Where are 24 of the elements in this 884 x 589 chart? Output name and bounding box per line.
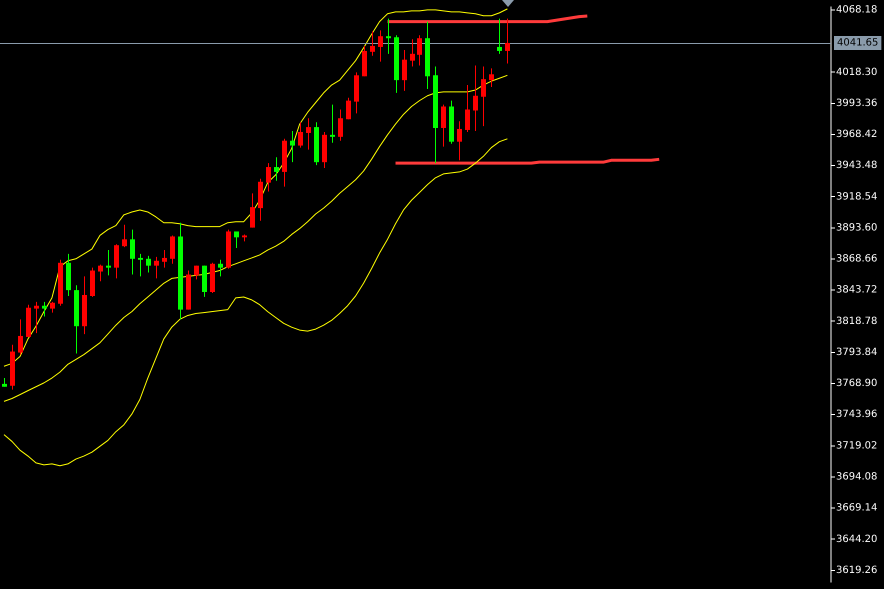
candlestick (106, 250, 111, 276)
y-tick-label: 3993.36 (836, 98, 878, 109)
y-tick-label: 3918.54 (836, 191, 878, 202)
y-tick-label: 3644.20 (836, 534, 878, 545)
ref-line-label: 4041.65 (837, 38, 878, 49)
y-tick-label: 3818.78 (836, 316, 878, 327)
candlestick (386, 18, 391, 54)
candlestick (330, 104, 335, 143)
y-tick-label: 3843.72 (836, 284, 878, 296)
y-tick-label: 3719.02 (836, 440, 878, 452)
y-tick-label: 4018.30 (836, 66, 878, 78)
y-tick-label: 3893.60 (836, 222, 878, 234)
y-tick-label: 3793.84 (836, 346, 878, 358)
y-tick-label: 3943.48 (836, 160, 878, 172)
candlestick (34, 302, 39, 334)
candlestick (138, 254, 143, 276)
y-tick-label: 3669.14 (836, 502, 878, 514)
y-tick-label: 3768.90 (836, 378, 878, 390)
y-tick-label: 3619.26 (836, 564, 878, 576)
y-tick-label: 3743.96 (836, 409, 878, 420)
y-tick-label: 3968.42 (836, 129, 878, 140)
y-tick-label: 3694.08 (836, 472, 878, 483)
y-tick-label: 3868.66 (836, 254, 878, 265)
y-tick-label: 4068.18 (836, 4, 878, 16)
